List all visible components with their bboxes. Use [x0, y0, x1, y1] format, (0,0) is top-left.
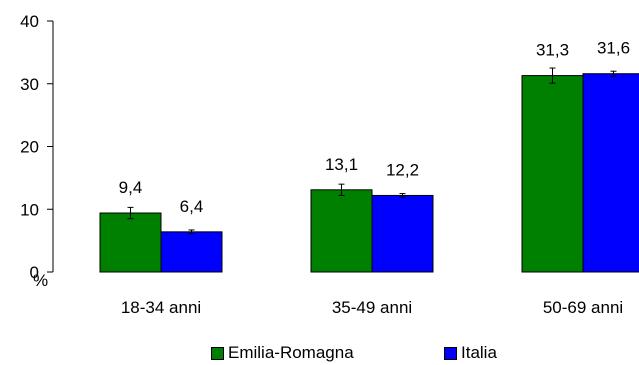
bar-emilia-romagna-0 [99, 212, 162, 273]
data-label: 12,2 [386, 160, 419, 179]
bar-italia-2 [582, 73, 639, 273]
legend: Emilia-Romagna Italia [0, 343, 639, 365]
y-tick-label: 0 [30, 263, 39, 282]
category-label: 50-69 anni [543, 298, 623, 317]
legend-label-emilia-romagna: Emilia-Romagna [228, 343, 354, 362]
legend-label-italia: Italia [461, 343, 497, 362]
bar-italia-1 [371, 194, 434, 273]
bar-chart: 0 10 20 30 40% 9,4 6,4 18-34 anni 13,1 12,2 35-49… [20, 12, 639, 317]
y-tick-label: 20 [20, 138, 39, 157]
category-label: 35-49 anni [332, 298, 412, 317]
y-axis-label: % [33, 271, 48, 290]
category-label: 18-34 anni [121, 298, 201, 317]
bar-emilia-romagna-1 [310, 189, 373, 273]
data-label: 6,4 [180, 197, 204, 216]
legend-item-emilia-romagna: Emilia-Romagna [211, 343, 354, 363]
data-label: 13,1 [325, 155, 358, 174]
data-label: 9,4 [119, 178, 143, 197]
bar-italia-0 [160, 231, 223, 273]
y-tick-label: 30 [20, 75, 39, 94]
data-label: 31,3 [536, 41, 569, 60]
y-tick-label: 10 [20, 200, 39, 219]
data-label: 31,6 [597, 39, 630, 58]
bar-emilia-romagna-2 [521, 75, 584, 273]
legend-swatch-italia [444, 346, 457, 360]
legend-item-italia: Italia [444, 343, 497, 363]
legend-swatch-emilia-romagna [211, 346, 224, 360]
y-tick-label: 40 [20, 12, 39, 31]
